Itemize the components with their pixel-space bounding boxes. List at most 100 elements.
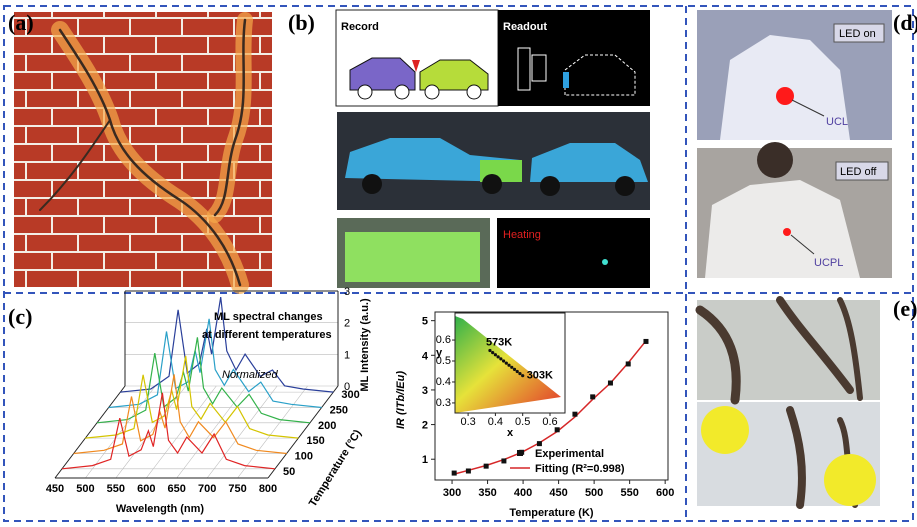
data-point (537, 441, 542, 446)
depth-tick-label: 200 (318, 420, 336, 432)
z-tick-label: 2 (344, 318, 350, 330)
panel-label: (e) (893, 296, 917, 321)
panel-label: (b) (288, 10, 315, 35)
x-tick-label: 400 (514, 487, 532, 499)
y-tick-label: 3 (422, 385, 428, 397)
inset-point (499, 357, 502, 360)
x-tick-label: 750 (228, 483, 246, 495)
data-point (572, 412, 577, 417)
inset-point (488, 349, 491, 352)
depth-tick-label: 100 (295, 450, 313, 462)
x-axis-label: Temperature (K) (509, 507, 593, 519)
inset-point (505, 362, 508, 365)
grid-line (146, 386, 216, 478)
inset-point (502, 359, 505, 362)
readout-label: Readout (503, 21, 547, 33)
glow-spot (824, 454, 876, 506)
head (757, 142, 793, 178)
panel-label: (c) (8, 304, 32, 329)
inset-x-tick-label: 0.6 (542, 416, 557, 428)
inset-point (521, 374, 524, 377)
x-tick-label: 500 (585, 487, 603, 499)
ucl-spot (776, 87, 794, 105)
glow-dot (602, 259, 608, 265)
data-point (484, 464, 489, 469)
led-off-label: LED off (840, 166, 877, 178)
inset-point (518, 372, 521, 375)
x-tick-label: 600 (137, 483, 155, 495)
inset-y-label: y (436, 347, 443, 359)
y-tick-label: 5 (422, 316, 428, 328)
data-point (466, 468, 471, 473)
grid-line (177, 386, 247, 478)
y-axis-label: IR (ITb/IEu) (395, 371, 407, 429)
ucpl-label: UCPL (814, 257, 843, 269)
data-point (608, 381, 613, 386)
inset-annotation: 573K (486, 337, 512, 349)
z-tick-label: 3 (344, 286, 350, 298)
x-tick-label: 300 (443, 487, 461, 499)
led-on-label: LED on (839, 28, 876, 40)
x-tick-label: 450 (46, 483, 64, 495)
glow (345, 232, 480, 282)
panel-label: (d) (893, 10, 917, 35)
legend-label: Fitting (R²=0.998) (535, 463, 625, 475)
x-tick-label: 550 (107, 483, 125, 495)
ucpl-spot (783, 228, 791, 236)
x-axis-label: Wavelength (nm) (116, 503, 205, 515)
annotation: Normalized (222, 369, 279, 381)
axis-line (268, 386, 338, 478)
panel-label: (a) (8, 10, 34, 35)
z-tick-label: 1 (344, 349, 350, 361)
y-tick-label: 1 (422, 454, 428, 466)
ucl-label: UCL (826, 116, 848, 128)
depth-tick-label: 300 (341, 389, 359, 401)
axis-line (55, 386, 125, 478)
y-tick-label: 4 (422, 350, 429, 362)
inset-x-tick-label: 0.5 (515, 416, 530, 428)
grid-line (116, 386, 186, 478)
glow-spot (701, 406, 749, 454)
data-point (626, 361, 631, 366)
x-tick-label: 800 (259, 483, 277, 495)
data-point (452, 471, 457, 476)
page: { "panel_labels": ["(a)", "(b)", "(c)", … (0, 0, 917, 527)
inset-x-tick-label: 0.4 (488, 416, 503, 428)
inset-y-tick-label: 0.4 (436, 376, 451, 388)
chart-title: at different temperatures (202, 329, 332, 341)
heating-label: Heating (503, 229, 541, 241)
inset-point (507, 364, 510, 367)
inset-point (497, 355, 500, 358)
legend-label: Experimental (535, 448, 604, 460)
inset-point (510, 366, 513, 369)
z-axis-label: ML Intensity (a.u.) (359, 298, 371, 392)
inset-y-tick-label: 0.6 (436, 334, 451, 346)
inset-point (494, 353, 497, 356)
depth-tick-label: 250 (330, 404, 348, 416)
data-point (555, 427, 560, 432)
legend-marker (517, 450, 523, 456)
x-tick-label: 650 (168, 483, 186, 495)
inset-x-label: x (507, 427, 514, 439)
inset-x-tick-label: 0.3 (460, 416, 475, 428)
x-tick-label: 600 (656, 487, 674, 499)
x-tick-label: 550 (620, 487, 638, 499)
inset-point (513, 368, 516, 371)
x-tick-label: 450 (549, 487, 567, 499)
inset-annotation: 303K (527, 370, 553, 382)
data-point (501, 458, 506, 463)
inset-point (491, 351, 494, 354)
record-label: Record (341, 21, 379, 33)
data-point (643, 339, 648, 344)
depth-tick-label: 150 (306, 435, 324, 447)
inset-y-tick-label: 0.3 (436, 397, 451, 409)
data-point (590, 394, 595, 399)
x-tick-label: 500 (76, 483, 94, 495)
chart-title: ML spectral changes (214, 311, 323, 323)
x-tick-label: 350 (478, 487, 496, 499)
depth-tick-label: 50 (283, 466, 295, 478)
x-tick-label: 700 (198, 483, 216, 495)
y-tick-label: 2 (422, 420, 428, 432)
figure: (a) Record Readout Heating (b) LED on UC… (0, 0, 917, 527)
inset-point (516, 370, 519, 373)
